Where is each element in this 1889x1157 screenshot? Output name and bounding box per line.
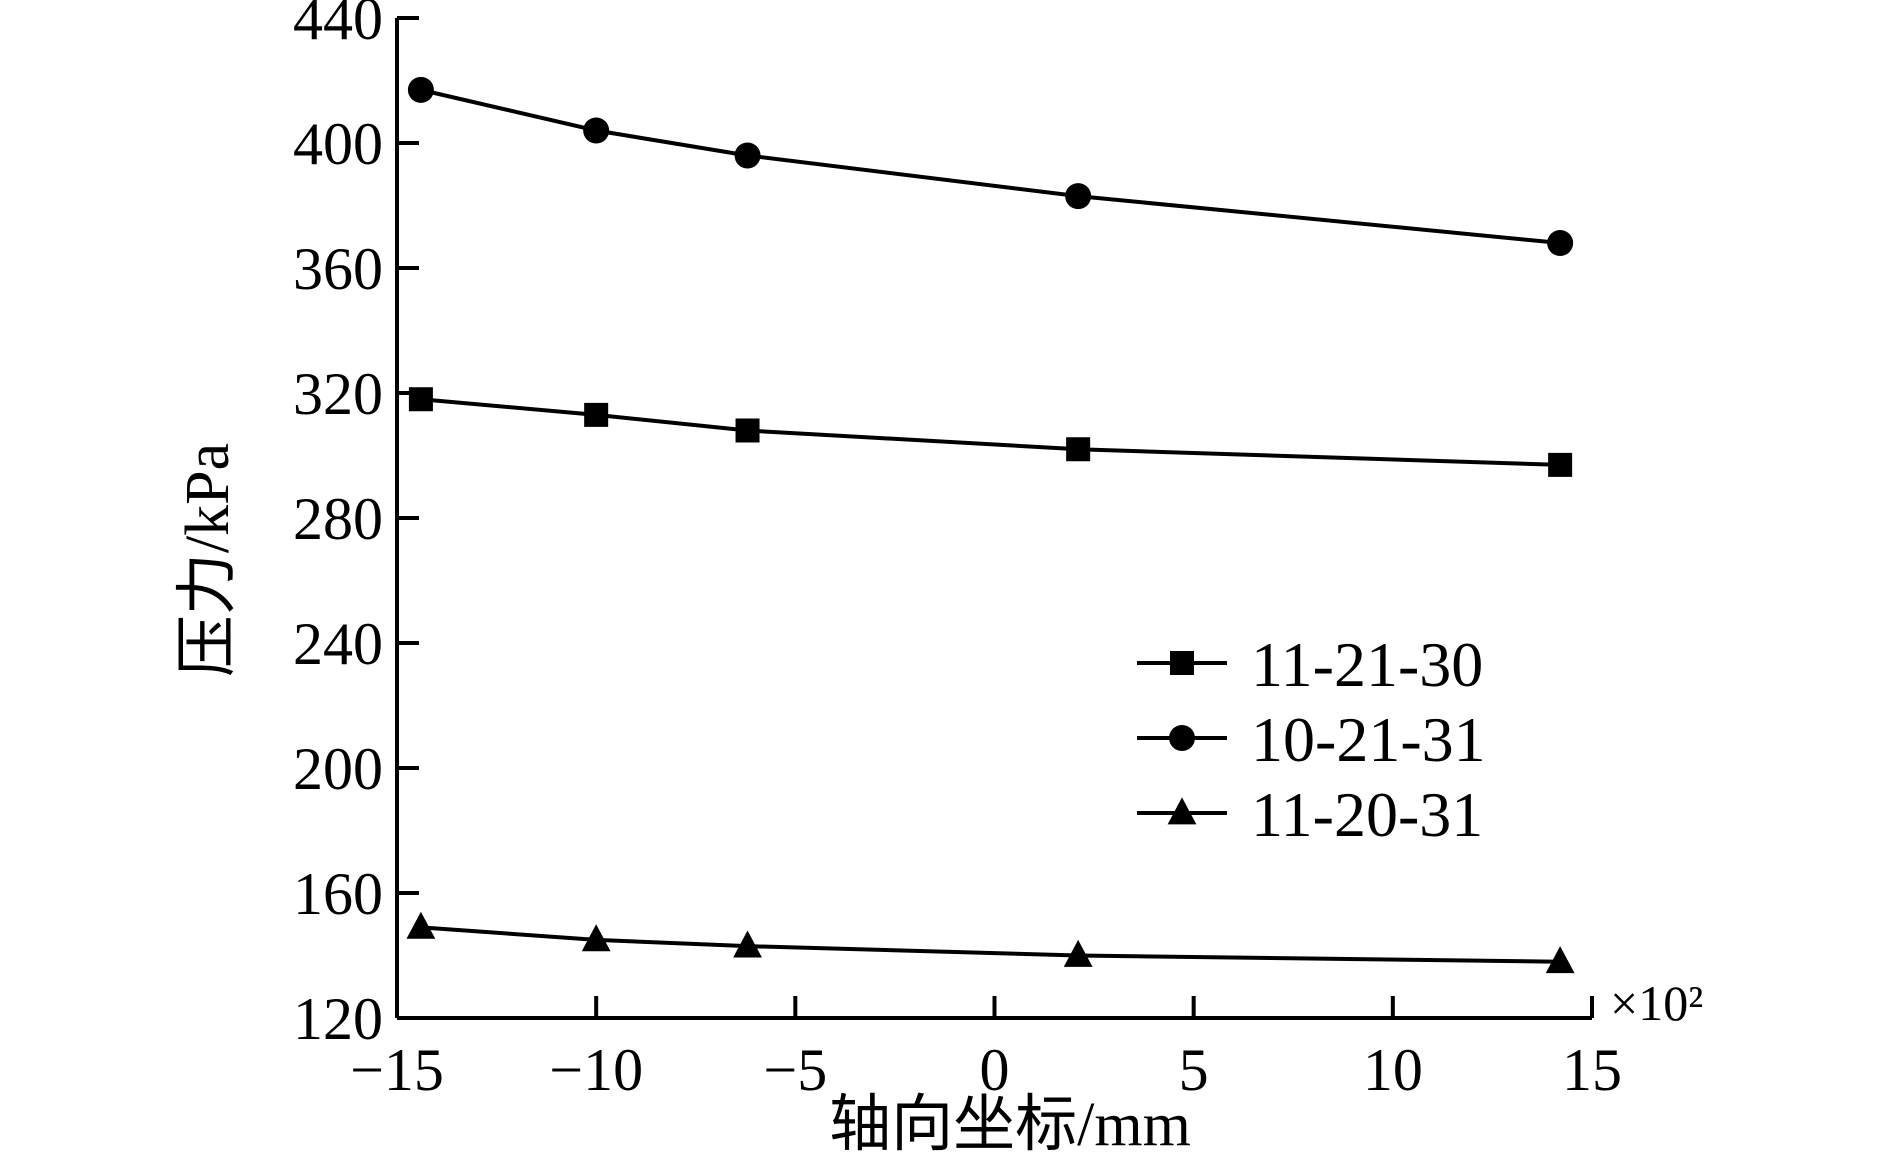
x-tick-label: −10	[549, 1037, 643, 1103]
data-point	[1065, 183, 1092, 210]
legend-marker	[1167, 797, 1197, 825]
x-ticks: −15 −10 −5 0 5 10 15	[350, 996, 1622, 1103]
y-tick-label: 360	[293, 236, 383, 302]
data-point	[408, 387, 433, 412]
x-tick-label: 15	[1562, 1037, 1622, 1103]
data-point	[1545, 946, 1575, 974]
data-point	[1066, 437, 1091, 462]
x-tick-label: 0	[980, 1037, 1010, 1103]
series-line	[420, 87, 1561, 245]
data-point	[1547, 230, 1574, 256]
data-point	[583, 117, 610, 144]
data-point	[407, 76, 434, 103]
legend-label: 11-21-30	[1251, 629, 1483, 700]
data-point	[735, 418, 760, 443]
series-group	[406, 76, 1575, 974]
y-tick-label: 320	[293, 361, 383, 427]
data-point	[734, 142, 761, 169]
series-10-21-31	[407, 76, 1574, 256]
y-tick-label: 280	[293, 486, 383, 552]
legend-item: 10-21-31	[1137, 704, 1486, 775]
x-tick-label: −5	[763, 1037, 827, 1103]
data-point	[1063, 939, 1093, 967]
y-axis-label: 压力/kPa	[174, 443, 242, 677]
y-ticks: 120 160 200 240 280 320 360 400 440	[293, 0, 419, 1052]
legend-marker	[1170, 651, 1194, 675]
x-multiplier-label: ×10²	[1610, 975, 1703, 1031]
x-tick-label: 5	[1179, 1037, 1209, 1103]
y-tick-label: 440	[293, 0, 383, 52]
y-tick-label: 120	[293, 986, 383, 1052]
series-11-20-31	[406, 911, 1575, 974]
series-11-21-30	[408, 387, 1573, 477]
x-tick-label: −15	[350, 1037, 444, 1103]
x-axis-label: 轴向坐标/mm	[829, 1091, 1191, 1157]
axes	[395, 18, 1592, 1020]
legend-label: 11-20-31	[1251, 779, 1483, 850]
legend-item: 11-21-30	[1137, 629, 1483, 700]
data-point	[584, 402, 609, 427]
data-point	[406, 911, 436, 939]
legend-marker	[1169, 725, 1195, 751]
x-tick-label: 10	[1363, 1037, 1423, 1103]
y-tick-label: 200	[293, 736, 383, 802]
y-tick-label: 160	[293, 861, 383, 927]
data-point	[733, 930, 762, 958]
y-tick-label: 400	[293, 111, 383, 177]
y-tick-label: 240	[293, 611, 383, 677]
legend-item: 11-20-31	[1137, 779, 1483, 850]
data-point	[1548, 452, 1573, 477]
data-point	[581, 924, 611, 952]
legend-label: 10-21-31	[1251, 704, 1486, 775]
